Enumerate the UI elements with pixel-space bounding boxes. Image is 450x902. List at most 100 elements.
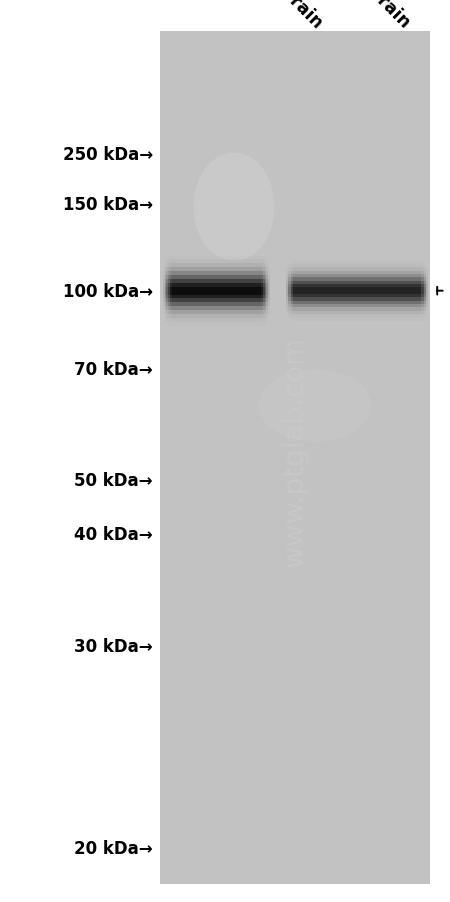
Bar	[397, 285, 400, 288]
Bar	[388, 275, 390, 278]
Bar	[331, 272, 333, 275]
Bar	[190, 280, 191, 283]
Bar	[319, 278, 321, 281]
Bar	[204, 295, 206, 299]
Bar	[218, 311, 220, 315]
Bar	[343, 291, 345, 295]
Bar	[350, 281, 352, 285]
Bar	[236, 318, 238, 323]
Bar	[245, 299, 247, 303]
Bar	[170, 318, 172, 323]
Bar	[218, 276, 220, 280]
Bar	[369, 275, 371, 278]
Bar	[242, 318, 243, 323]
Bar	[233, 299, 234, 303]
Bar	[423, 265, 426, 268]
Bar	[293, 308, 295, 311]
Bar	[386, 262, 388, 265]
Bar	[250, 288, 252, 291]
Bar	[225, 283, 227, 288]
Bar	[195, 299, 197, 303]
Bar	[367, 295, 369, 298]
Bar	[321, 298, 324, 301]
Bar	[247, 288, 248, 291]
Bar	[426, 275, 428, 278]
Bar	[295, 275, 297, 278]
Bar	[386, 308, 388, 311]
Bar	[378, 268, 381, 272]
Bar	[291, 315, 293, 318]
Bar	[256, 288, 257, 291]
Bar	[328, 281, 331, 285]
Bar	[300, 305, 302, 308]
Bar	[331, 298, 333, 301]
Bar	[360, 268, 362, 272]
Bar	[324, 268, 326, 272]
Bar	[177, 299, 179, 303]
Bar	[362, 295, 364, 298]
Bar	[207, 303, 209, 307]
Bar	[390, 295, 393, 298]
Bar	[412, 272, 414, 275]
Bar	[293, 311, 295, 315]
Bar	[355, 308, 357, 311]
Bar	[400, 305, 402, 308]
Bar	[367, 315, 369, 318]
Text: 50 kDa→: 50 kDa→	[75, 472, 153, 490]
Bar	[227, 299, 229, 303]
Bar	[168, 276, 170, 280]
Bar	[310, 265, 312, 268]
Bar	[216, 280, 218, 283]
Bar	[314, 295, 317, 298]
Bar	[202, 256, 204, 260]
Bar	[362, 285, 364, 288]
Bar	[177, 283, 179, 288]
Bar	[266, 315, 268, 318]
Bar	[242, 323, 243, 327]
Bar	[206, 307, 207, 311]
Ellipse shape	[194, 153, 274, 262]
Bar	[193, 315, 195, 318]
Bar	[321, 272, 324, 275]
Bar	[215, 256, 216, 260]
Bar	[293, 298, 295, 301]
Bar	[181, 276, 183, 280]
Bar	[397, 318, 400, 321]
Bar	[400, 318, 402, 321]
Bar	[328, 311, 331, 315]
Bar	[419, 301, 421, 305]
Bar	[204, 264, 206, 268]
Bar	[324, 265, 326, 268]
Bar	[381, 281, 383, 285]
Bar	[261, 307, 263, 311]
Bar	[195, 272, 197, 276]
Bar	[193, 323, 195, 327]
Bar	[336, 305, 338, 308]
Bar	[200, 311, 202, 315]
Bar	[393, 265, 395, 268]
Bar	[376, 305, 378, 308]
Bar	[186, 272, 188, 276]
Bar	[265, 264, 266, 268]
Bar	[236, 276, 238, 280]
Bar	[331, 288, 333, 291]
Bar	[345, 301, 347, 305]
Bar	[293, 278, 295, 281]
Bar	[326, 311, 328, 315]
Bar	[410, 301, 412, 305]
Bar	[256, 323, 257, 327]
Bar	[364, 265, 367, 268]
Bar	[213, 283, 215, 288]
Bar	[198, 268, 200, 272]
Bar	[211, 311, 213, 315]
Bar	[206, 311, 207, 315]
Bar	[378, 272, 381, 275]
Bar	[307, 298, 310, 301]
Bar	[206, 272, 207, 276]
Bar	[209, 264, 211, 268]
Bar	[374, 291, 376, 295]
Bar	[245, 272, 247, 276]
Bar	[177, 288, 179, 291]
Bar	[215, 291, 216, 295]
Bar	[352, 288, 355, 291]
